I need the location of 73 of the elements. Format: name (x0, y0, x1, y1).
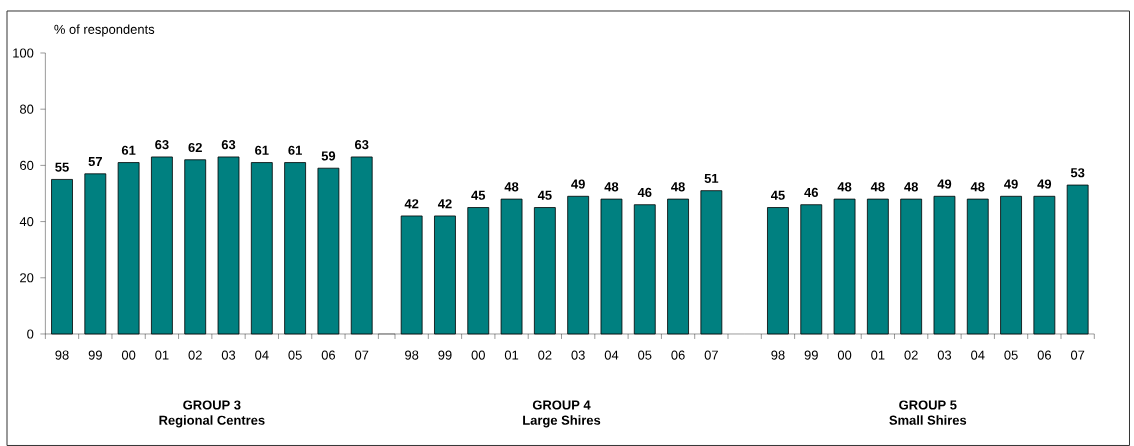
text: Regional Centres (159, 415, 265, 428)
x-tick-label: 02 (538, 350, 552, 360)
y-tick-label: 100 (13, 48, 34, 58)
x-tick-label: 06 (321, 350, 336, 360)
x-tick-label: 00 (471, 350, 485, 360)
x-tick-label: 05 (1004, 350, 1018, 360)
data-label: 48 (904, 182, 918, 192)
x-tick-label: 03 (571, 350, 585, 360)
data-label: 63 (155, 140, 169, 150)
x-tick-label: 06 (1037, 350, 1051, 360)
y-tick-label: 80 (20, 104, 34, 114)
x-axis-title: GROUP 4 (532, 400, 591, 410)
x-tick-label: 06 (671, 350, 685, 360)
x-tick-label: 04 (971, 350, 985, 360)
data-label: 48 (504, 182, 519, 192)
x-tick-label: 02 (904, 350, 918, 360)
x-tick-label: 05 (288, 350, 302, 360)
y-tick-label: 0 (27, 329, 34, 339)
data-label: 63 (354, 140, 369, 150)
data-label: 46 (804, 187, 818, 198)
data-label: 61 (288, 145, 302, 155)
data-label: 57 (88, 157, 102, 167)
y-axis-title: % of respondents (54, 24, 155, 37)
data-label: 51 (704, 173, 719, 183)
data-label: 45 (471, 190, 486, 200)
x-tick-label: 07 (704, 350, 718, 360)
data-label: 55 (55, 162, 69, 172)
text: Small Shires (889, 415, 967, 425)
x-tick-label: 98 (55, 350, 69, 360)
x-tick-label: 98 (771, 350, 785, 360)
x-tick-label: 07 (355, 350, 369, 360)
data-label: 45 (770, 190, 785, 200)
data-label: 49 (571, 179, 585, 189)
x-tick-label: 01 (871, 350, 885, 360)
x-tick-label: 99 (804, 350, 818, 360)
data-label: 46 (637, 187, 652, 198)
y-tick-label: 20 (20, 273, 34, 283)
data-label: 61 (255, 145, 269, 155)
data-label: 59 (321, 151, 336, 161)
text: Large Shires (523, 415, 601, 428)
x-tick-label: 99 (438, 350, 452, 360)
y-tick-label: 60 (20, 160, 34, 170)
data-label: 53 (1070, 168, 1085, 178)
y-tick-label: 40 (19, 217, 34, 227)
x-axis-title: GROUP 3 (183, 400, 241, 410)
data-label: 62 (188, 142, 202, 153)
data-label: 45 (537, 190, 552, 200)
x-axis-title: GROUP 5 (899, 400, 957, 410)
x-tick-label: 05 (638, 350, 652, 360)
data-label: 48 (837, 182, 852, 192)
data-label: 48 (970, 182, 985, 192)
x-tick-label: 00 (837, 350, 852, 360)
data-label: 61 (121, 145, 136, 155)
x-tick-label: 00 (121, 350, 136, 360)
x-tick-label: 04 (604, 350, 619, 360)
data-label: 48 (604, 182, 619, 192)
x-tick-label: 07 (1070, 350, 1085, 360)
data-label: 42 (437, 199, 452, 209)
data-label: 49 (1004, 179, 1018, 189)
x-tick-label: 01 (504, 350, 519, 360)
x-tick-label: 03 (221, 350, 236, 360)
x-tick-label: 98 (405, 350, 419, 360)
data-label: 48 (870, 182, 885, 192)
x-tick-label: 03 (937, 350, 952, 360)
data-label: 49 (937, 179, 952, 189)
data-label: 49 (1037, 179, 1052, 189)
x-tick-label: 99 (88, 350, 102, 360)
data-label: 48 (671, 182, 685, 192)
x-tick-label: 02 (188, 350, 202, 360)
x-tick-label: 04 (255, 350, 269, 360)
x-tick-label: 01 (155, 350, 169, 360)
data-label: 63 (221, 140, 236, 150)
data-label: 42 (404, 199, 419, 209)
